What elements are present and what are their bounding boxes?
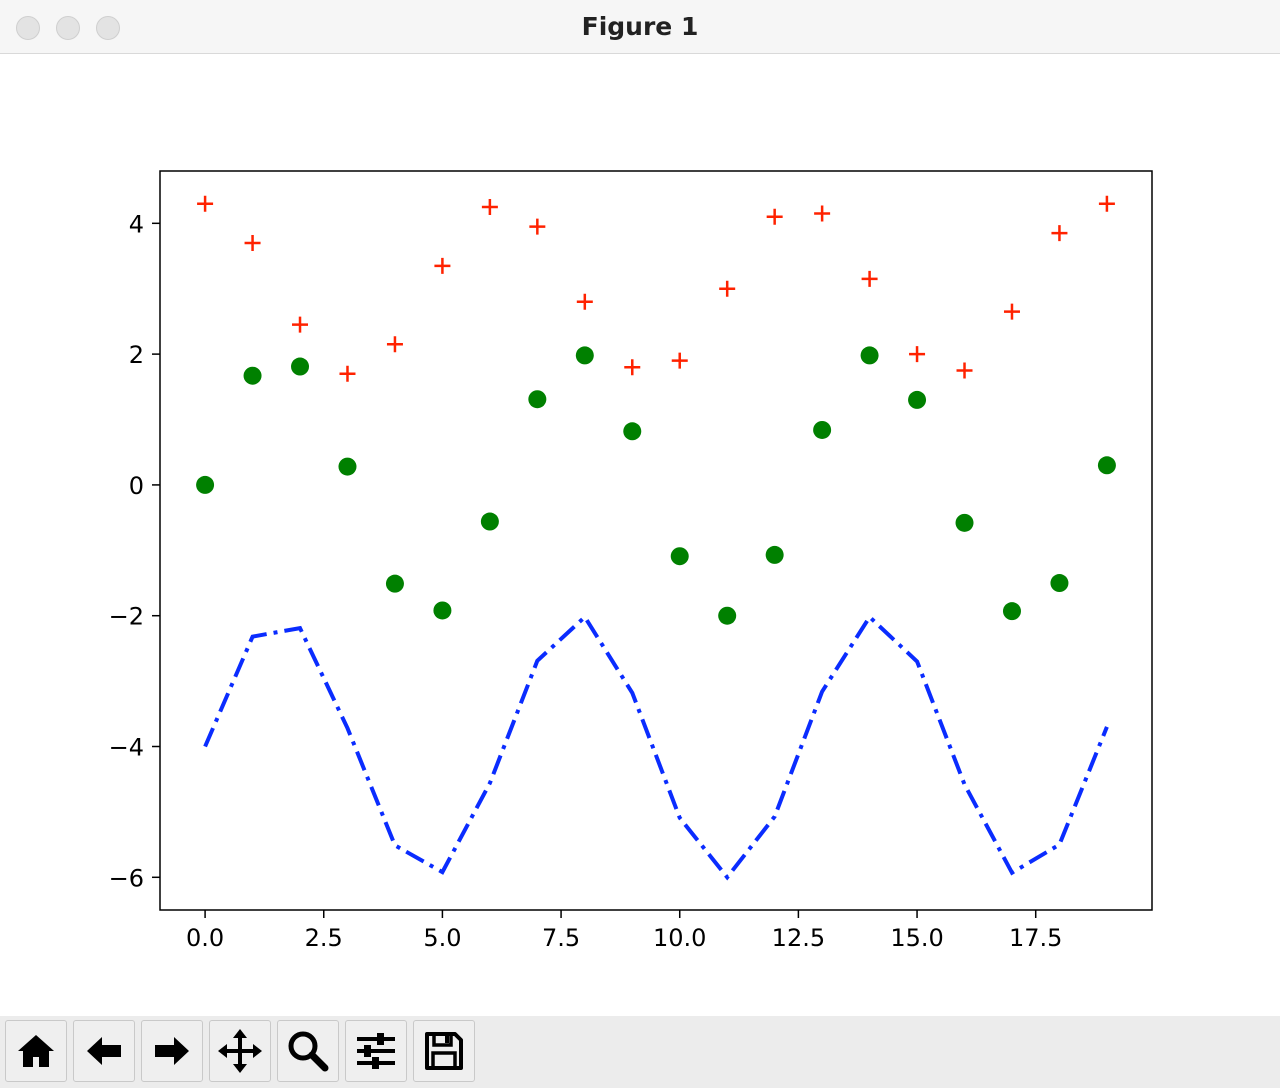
circle-point [196,475,215,494]
window-titlebar: Figure 1 [0,0,1280,54]
circle-point [955,513,974,532]
close-window-button[interactable] [16,16,40,40]
plus-point [244,234,261,251]
plus-point [197,195,214,212]
y-tick-label: −6 [109,864,144,892]
save-button[interactable] [413,1020,475,1082]
floppy-disk-icon [425,1032,463,1070]
circle-point [860,346,879,365]
plus-point [1098,195,1115,212]
plus-point [434,257,451,274]
x-tick-label: 12.5 [772,924,825,952]
sliders-icon [357,1033,395,1069]
x-tick-label: 10.0 [653,924,706,952]
navigation-toolbar [0,1016,1280,1088]
circle-point [385,574,404,593]
x-tick-label: 5.0 [423,924,461,952]
plus-point [624,359,641,376]
circle-point [291,357,310,376]
back-button[interactable] [73,1020,135,1082]
plus-point [339,365,356,382]
x-tick-label: 15.0 [890,924,943,952]
circle-point [813,420,832,439]
plus-point [719,280,736,297]
circle-point [575,346,594,365]
plus-point [529,218,546,235]
circle-point [908,390,927,409]
x-tick-label: 0.0 [186,924,224,952]
y-tick-label: 4 [129,210,144,238]
plus-point [814,205,831,222]
home-button[interactable] [5,1020,67,1082]
series-plus [197,195,1115,382]
series-dashdot [203,613,1109,881]
plus-point [861,270,878,287]
plus-point [386,336,403,353]
y-tick-label: 2 [129,341,144,369]
zoom-window-button[interactable] [96,16,120,40]
plus-point [1051,225,1068,242]
plus-point [292,316,309,333]
circle-point [1050,574,1069,593]
arrow-left-icon [87,1037,121,1065]
y-tick-label: −4 [109,734,144,762]
circle-point [480,512,499,531]
move-icon [218,1029,262,1073]
x-tick-label: 2.5 [305,924,343,952]
magnifier-icon [288,1031,329,1072]
forward-button[interactable] [141,1020,203,1082]
circle-point [623,422,642,441]
circle-point [670,547,689,566]
x-tick-label: 17.5 [1009,924,1062,952]
plus-point [766,208,783,225]
arrow-right-icon [155,1037,189,1065]
circle-point [1002,602,1021,621]
plus-point [956,362,973,379]
figure-canvas[interactable]: 0.0 2.5 5.0 7.5 10.0 12.5 15.0 17.5 4 2 0 −2 −4 −6 [0,54,1280,1016]
zoom-button[interactable] [277,1020,339,1082]
minimize-window-button[interactable] [56,16,80,40]
circle-point [718,606,737,625]
plus-point [1003,303,1020,320]
plus-point [481,198,498,215]
x-tick-label: 7.5 [542,924,580,952]
y-tick-label: 0 [129,472,144,500]
circle-point [433,601,452,620]
series-line [203,613,1109,881]
plus-point [576,293,593,310]
window-title: Figure 1 [581,12,699,41]
y-tick-label: −2 [109,603,144,631]
circle-point [338,457,357,476]
circle-point [528,390,547,409]
circle-point [243,366,262,385]
circle-point [1097,456,1116,475]
home-icon [18,1035,54,1067]
plus-point [671,352,688,369]
pan-button[interactable] [209,1020,271,1082]
series-circle [196,346,1116,625]
configure-subplots-button[interactable] [345,1020,407,1082]
circle-point [765,545,784,564]
plus-point [909,346,926,363]
axes-frame [159,170,1153,911]
